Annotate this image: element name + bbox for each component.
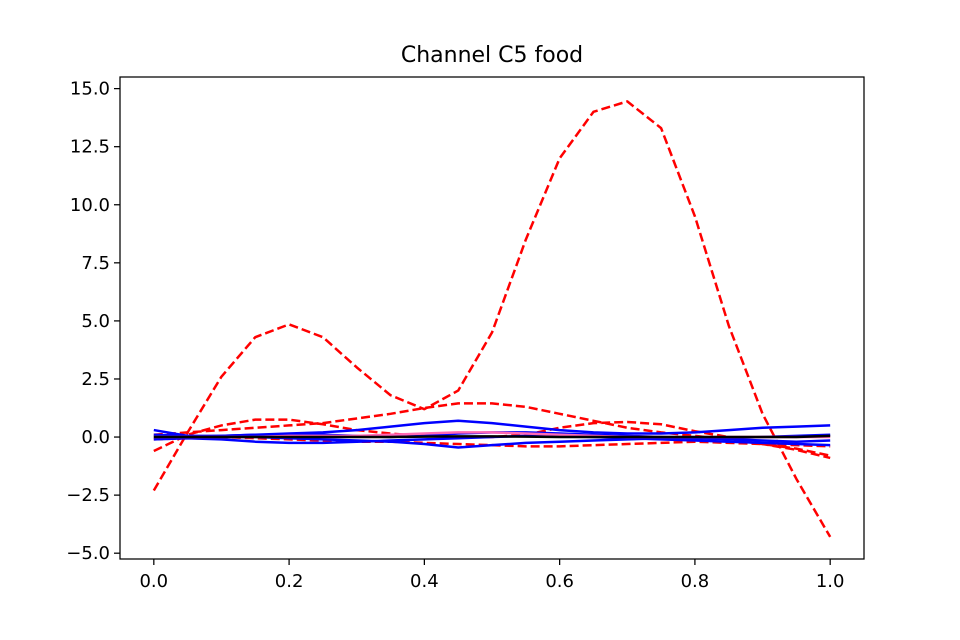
y-tick-label: 15.0 bbox=[70, 79, 110, 100]
series-line-2 bbox=[153, 402, 831, 460]
x-tick-label: 0.6 bbox=[545, 571, 574, 592]
x-tick-label: 0.2 bbox=[275, 571, 304, 592]
chart-title: Channel C5 food bbox=[401, 43, 583, 68]
y-tick-label: −2.5 bbox=[66, 485, 110, 506]
x-tick-label: 0.4 bbox=[410, 571, 439, 592]
y-tick-label: 2.5 bbox=[81, 369, 110, 390]
y-tick-label: 0.0 bbox=[81, 427, 110, 448]
x-tick-label: 0.0 bbox=[139, 571, 168, 592]
y-tick-label: 5.0 bbox=[81, 311, 110, 332]
y-tick-label: 10.0 bbox=[70, 195, 110, 216]
x-tick-label: 1.0 bbox=[816, 571, 845, 592]
y-tick-label: −5.0 bbox=[66, 543, 110, 564]
y-axis: −5.0 −2.5 0.0 2.5 5.0 7.5 10.0 12.5 15.0 bbox=[66, 79, 120, 564]
plot-frame bbox=[119, 76, 865, 560]
x-axis: 0.0 0.2 0.4 0.6 0.8 1.0 bbox=[139, 559, 845, 592]
series-line-0 bbox=[152, 100, 832, 538]
x-tick-label: 0.8 bbox=[681, 571, 710, 592]
y-tick-label: 7.5 bbox=[81, 253, 110, 274]
series-layer bbox=[152, 100, 832, 538]
series-line-9 bbox=[153, 434, 831, 439]
y-tick-label: 12.5 bbox=[70, 137, 110, 158]
